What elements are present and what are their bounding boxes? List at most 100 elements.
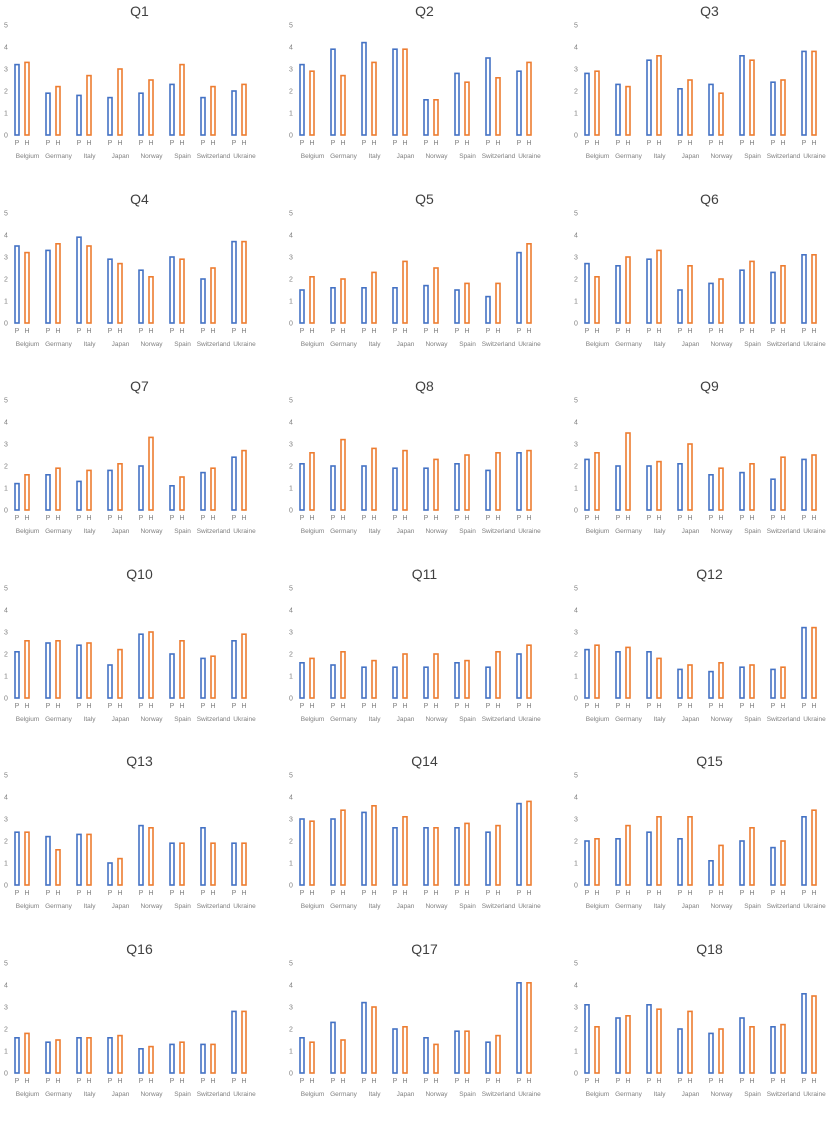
bar-h-germany [625,824,631,886]
sub-label-h: H [464,1078,469,1085]
category-label: Japan [112,341,130,348]
y-tick-label: 2 [574,839,578,846]
sub-label-p: P [740,140,745,147]
sub-label-p: P [15,140,20,147]
bar-p-germany [330,465,336,511]
sub-label-h: H [526,1078,531,1085]
category-label: Germany [615,528,642,535]
bar-p-germany [615,265,621,324]
sub-label-p: P [393,328,398,335]
category-label: Switzerland [197,528,231,535]
category-label: Switzerland [482,1091,516,1098]
category-label: Germany [330,716,357,723]
sub-label-h: H [309,703,314,710]
bar-h-germany [55,640,61,699]
bar-p-belgium [299,63,305,136]
sub-label-h: H [148,890,153,897]
bar-p-italy [646,258,652,324]
bar-p-italy [76,833,82,886]
bar-h-japan [117,463,123,511]
sub-label-p: P [616,328,621,335]
bar-h-belgium [24,1032,30,1074]
sub-label-p: P [585,328,590,335]
category-label: Ukraine [803,716,826,723]
category-label: Switzerland [767,528,801,535]
y-tick-label: 4 [4,795,8,802]
sub-label-p: P [647,140,652,147]
bar-p-switzerland [770,81,776,136]
sub-label-p: P [517,890,522,897]
sub-label-h: H [464,890,469,897]
bar-h-italy [656,657,662,699]
y-tick-label: 1 [4,674,8,681]
bar-h-switzerland [210,467,216,511]
category-label: Belgium [16,528,39,535]
bar-p-ukraine [231,640,237,699]
bar-h-italy [656,816,662,886]
category-label: Japan [397,903,415,910]
bar-h-ukraine [526,800,532,886]
y-tick-label: 3 [574,67,578,74]
bar-h-germany [340,1039,346,1074]
sub-label-p: P [46,328,51,335]
y-tick-label: 2 [289,464,293,471]
category-label: Italy [84,528,97,535]
bar-p-japan [392,48,398,136]
y-tick-label: 0 [4,883,8,890]
chart-panel-q9: Q9 0 1 2 3 4 5 P H Belgium P H Germany P H Italy P H Japan… [570,375,838,563]
bar-h-spain [749,1026,755,1074]
bar-p-germany [615,838,621,886]
category-label: Spain [744,716,761,723]
sub-label-p: P [678,1078,683,1085]
chart-panel-q18: Q18 0 1 2 3 4 5 P H Belgium P H Germany P H Italy P H Japa… [570,938,838,1126]
sub-label-h: H [55,890,60,897]
bar-p-japan [677,289,683,324]
y-tick-label: 1 [4,111,8,118]
bar-p-ukraine [801,992,807,1074]
category-label: Germany [330,528,357,535]
category-label: Germany [45,903,72,910]
bar-h-italy [656,1008,662,1074]
bar-p-ukraine [516,802,522,886]
sub-label-h: H [780,140,785,147]
y-tick-label: 1 [574,861,578,868]
y-tick-label: 1 [574,486,578,493]
category-label: Spain [459,1091,476,1098]
y-tick-label: 2 [574,464,578,471]
sub-label-p: P [585,515,590,522]
category-label: Belgium [16,903,39,910]
sub-label-p: P [455,328,460,335]
chart-title: Q9 [700,378,719,394]
sub-label-p: P [455,515,460,522]
bar-p-italy [646,465,652,511]
y-tick-label: 5 [4,961,8,968]
bar-h-ukraine [811,626,817,699]
chart-title: Q16 [126,941,153,957]
sub-label-p: P [15,515,20,522]
bar-h-spain [464,1030,470,1074]
sub-label-h: H [309,515,314,522]
category-label: Ukraine [803,341,826,348]
chart-panel-q5: Q5 0 1 2 3 4 5 P H Belgium P H Germany P H Italy P H Japan… [285,188,564,376]
bar-h-ukraine [811,995,817,1074]
category-label: Japan [112,903,130,910]
category-label: Germany [615,341,642,348]
category-label: Italy [654,716,667,723]
sub-label-h: H [811,140,816,147]
sub-label-h: H [594,515,599,522]
category-label: Norway [710,153,733,160]
bar-h-belgium [24,831,30,886]
sub-label-p: P [740,328,745,335]
y-tick-label: 5 [4,586,8,593]
sub-label-h: H [718,140,723,147]
category-label: Switzerland [482,153,516,160]
y-tick-label: 3 [289,817,293,824]
bar-p-norway [423,827,429,886]
chart-title: Q14 [411,753,438,769]
y-tick-label: 0 [289,696,293,703]
sub-label-h: H [210,328,215,335]
sub-label-p: P [77,890,82,897]
bar-p-belgium [14,831,20,886]
